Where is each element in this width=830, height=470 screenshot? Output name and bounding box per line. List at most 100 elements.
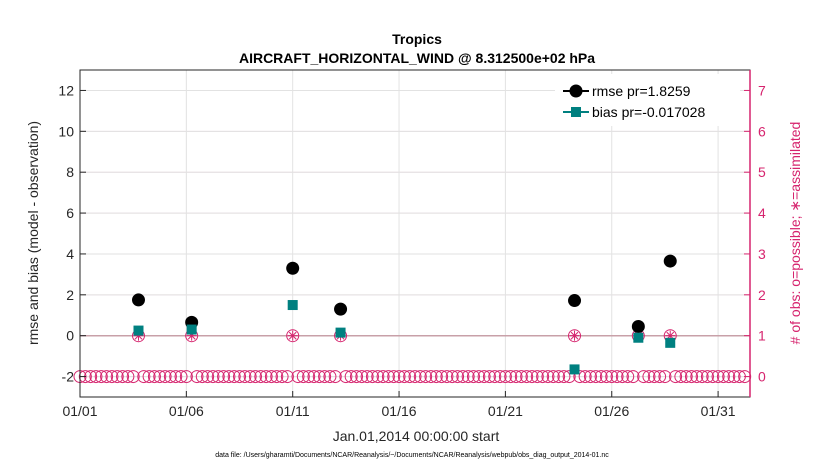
right-axis: 0 1 2 3 4 5 6 7 <box>744 70 766 397</box>
y-tick-label-right: 5 <box>758 164 766 180</box>
obs-possible-marker <box>610 370 624 384</box>
y-tick-label-left: 2 <box>66 287 74 303</box>
obs-possible-marker <box>243 370 257 384</box>
obs-possible-marker <box>275 370 289 384</box>
chart-subtitle: AIRCRAFT_HORIZONTAL_WIND @ 8.312500e+02 … <box>239 50 595 66</box>
obs-possible-marker <box>525 370 539 384</box>
rmse-point <box>286 261 300 275</box>
obs-possible-marker <box>637 370 651 384</box>
obs-possible-marker <box>100 370 114 384</box>
x-tick-label: 01/26 <box>594 403 629 419</box>
obs-possible-marker <box>126 370 140 384</box>
obs-possible-marker <box>291 370 305 384</box>
grid-layer <box>79 70 750 397</box>
obs-possible-marker <box>344 370 358 384</box>
obs-possible-marker <box>195 370 209 384</box>
bias-point <box>335 327 346 338</box>
obs-possible-marker <box>716 370 730 384</box>
obs-possible-marker <box>658 370 672 384</box>
y-tick-label-right: 2 <box>758 287 766 303</box>
obs-possible-marker <box>727 370 741 384</box>
obs-possible-marker <box>233 370 247 384</box>
obs-possible-marker <box>227 370 241 384</box>
obs-possible-marker <box>376 370 390 384</box>
obs-possible-marker <box>695 370 709 384</box>
obs-possible-marker <box>238 370 252 384</box>
obs-possible-marker <box>482 370 496 384</box>
obs-possible-marker <box>211 370 225 384</box>
bias-point <box>665 337 676 348</box>
legend-box <box>555 74 740 126</box>
obs-possible-marker <box>568 329 582 343</box>
obs-possible-marker <box>461 370 475 384</box>
obs-assimilated-marker <box>569 330 580 341</box>
x-axis-label: Jan.01,2014 00:00:00 start <box>333 428 500 444</box>
obs-possible-marker <box>355 370 369 384</box>
y-tick-label-right: 6 <box>758 123 766 139</box>
legend: rmse pr=1.8259 bias pr=-0.017028 <box>555 74 740 126</box>
x-tick-label: 01/21 <box>488 403 523 419</box>
obs-possible-marker <box>520 370 534 384</box>
obs-possible-marker <box>89 370 103 384</box>
obs-possible-marker <box>78 370 92 384</box>
obs-assimilated-marker <box>287 330 298 341</box>
obs-possible-marker <box>302 370 316 384</box>
obs-possible-marker <box>264 370 278 384</box>
obs-possible-marker <box>387 370 401 384</box>
obs-possible-marker <box>504 370 518 384</box>
obs-possible-marker <box>403 370 417 384</box>
obs-possible-marker <box>493 370 507 384</box>
obs-possible-marker <box>365 370 379 384</box>
obs-possible-marker <box>217 370 231 384</box>
series-layer <box>131 254 677 375</box>
y-tick-label-left: 8 <box>66 164 74 180</box>
obs-possible-marker <box>328 370 342 384</box>
x-tick-label: 01/06 <box>169 403 204 419</box>
obs-possible-marker <box>456 370 470 384</box>
x-axis: 01/01 01/06 01/11 01/16 01/21 01/26 01/31 <box>62 391 736 419</box>
obs-possible-marker <box>599 370 613 384</box>
obs-possible-marker <box>642 370 656 384</box>
legend-bias-marker <box>571 107 581 117</box>
obs-possible-marker <box>169 370 183 384</box>
obs-possible-marker <box>653 370 667 384</box>
obs-possible-marker <box>312 370 326 384</box>
obs-possible-marker <box>142 370 156 384</box>
rmse-point <box>568 294 582 308</box>
obs-possible-marker <box>626 370 640 384</box>
obs-possible-marker <box>116 370 130 384</box>
obs-possible-marker <box>270 370 284 384</box>
rmse-point <box>663 254 677 268</box>
rmse-point <box>631 319 645 333</box>
obs-possible-marker <box>594 370 608 384</box>
obs-possible-marker <box>722 370 736 384</box>
obs-possible-marker <box>94 370 108 384</box>
obs-possible-marker <box>589 370 603 384</box>
obs-possible-marker <box>536 370 550 384</box>
obs-possible-marker <box>621 370 635 384</box>
obs-possible-marker <box>690 370 704 384</box>
obs-layer <box>73 329 752 384</box>
obs-possible-marker <box>360 370 374 384</box>
data-file-footer: data file: /Users/gharamti/Documents/NCA… <box>215 452 609 459</box>
chart-title: Tropics <box>392 31 442 47</box>
y-tick-label-left: 4 <box>66 246 74 262</box>
obs-possible-marker <box>530 370 544 384</box>
obs-possible-marker <box>248 370 262 384</box>
obs-possible-marker <box>318 370 332 384</box>
obs-possible-marker <box>429 370 443 384</box>
obs-possible-marker <box>408 370 422 384</box>
obs-possible-marker <box>163 370 177 384</box>
obs-possible-marker <box>700 370 714 384</box>
y-tick-label-right: 7 <box>758 82 766 98</box>
obs-possible-marker <box>153 370 167 384</box>
obs-possible-marker <box>179 370 193 384</box>
obs-possible-marker <box>679 370 693 384</box>
legend-bias-label: bias pr=-0.017028 <box>592 104 705 120</box>
obs-possible-marker <box>552 370 566 384</box>
obs-possible-marker <box>121 370 135 384</box>
obs-possible-marker <box>222 370 236 384</box>
legend-rmse-label: rmse pr=1.8259 <box>592 83 691 99</box>
obs-possible-marker <box>477 370 491 384</box>
